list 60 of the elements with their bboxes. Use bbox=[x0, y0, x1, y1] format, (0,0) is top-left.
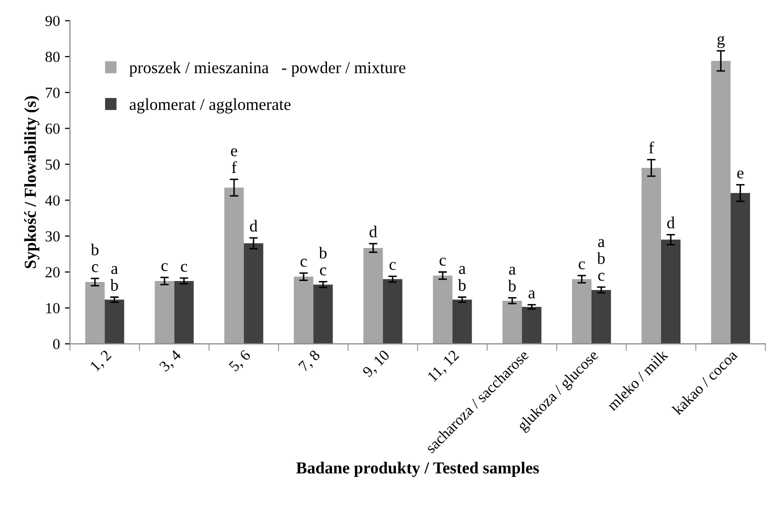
legend-label: aglomerat / agglomerate bbox=[130, 98, 291, 114]
x-tick-label: 1, 2 bbox=[90, 350, 114, 374]
x-tick-label: 3, 4 bbox=[158, 349, 184, 374]
y-tick-label: 80 bbox=[46, 52, 60, 62]
legend-label: proszek / mieszanina - powder / mixture bbox=[129, 62, 406, 77]
bar bbox=[432, 276, 452, 344]
x-tick-label: 9, 10 bbox=[362, 349, 392, 380]
y-axis-title: Sypkość / Flowability (s) bbox=[24, 96, 40, 268]
bar bbox=[591, 290, 611, 344]
x-axis-title: Badane produkty / Tested samples bbox=[296, 462, 539, 477]
bar bbox=[104, 300, 124, 344]
data-label: a b bbox=[458, 266, 466, 291]
bar bbox=[294, 276, 314, 344]
y-tick-label: 90 bbox=[45, 16, 60, 26]
bar bbox=[661, 240, 681, 344]
data-label: d bbox=[250, 220, 258, 232]
data-label: c bbox=[161, 263, 168, 272]
bar bbox=[572, 279, 592, 344]
y-tick-label: 30 bbox=[46, 231, 60, 242]
data-label: f bbox=[649, 141, 654, 154]
data-label: a b bbox=[508, 266, 516, 292]
bar bbox=[642, 168, 662, 344]
y-tick-label: 70 bbox=[46, 88, 60, 98]
data-label: c bbox=[390, 262, 396, 270]
y-tick-label: 0 bbox=[53, 338, 60, 350]
y-tick-label: 10 bbox=[46, 303, 60, 314]
x-tick-label: 7, 8 bbox=[298, 349, 322, 374]
data-label: c bbox=[300, 258, 307, 267]
data-label: a b c bbox=[597, 239, 605, 281]
data-label: a b bbox=[110, 266, 118, 291]
data-label: d bbox=[370, 226, 378, 238]
data-label: a bbox=[528, 290, 536, 298]
data-label: b c bbox=[90, 244, 98, 272]
bar bbox=[363, 248, 383, 344]
bar bbox=[382, 279, 402, 344]
bar bbox=[174, 280, 194, 344]
data-label: c bbox=[440, 258, 446, 266]
y-tick-label: 40 bbox=[45, 195, 60, 206]
bar bbox=[244, 243, 264, 344]
data-label: e bbox=[737, 170, 744, 178]
bar bbox=[711, 60, 731, 344]
y-tick-label: 60 bbox=[46, 124, 60, 134]
data-label: c bbox=[578, 261, 585, 270]
bar bbox=[522, 306, 542, 344]
bar bbox=[224, 188, 244, 344]
y-tick-label: 20 bbox=[46, 267, 60, 278]
bar bbox=[85, 282, 105, 344]
y-tick-label: 50 bbox=[46, 159, 60, 170]
data-label: c bbox=[180, 264, 188, 272]
data-label: b c bbox=[318, 246, 327, 276]
data-label: d bbox=[667, 216, 675, 228]
x-tick-label: 5, 6 bbox=[228, 349, 253, 374]
bar bbox=[452, 300, 472, 344]
bar bbox=[154, 280, 174, 344]
bar bbox=[313, 284, 333, 344]
data-label: g bbox=[717, 36, 725, 48]
x-tick-label: 11, 12 bbox=[427, 350, 461, 384]
data-label: e f bbox=[231, 148, 238, 173]
bar bbox=[730, 193, 750, 344]
bar bbox=[502, 300, 522, 344]
